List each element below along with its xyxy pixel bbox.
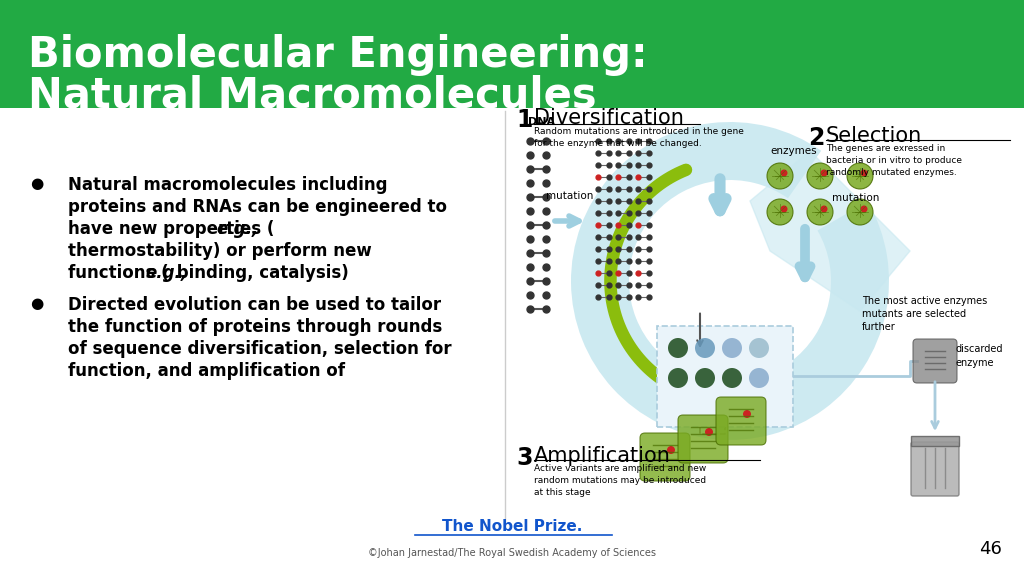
Text: The most active enzymes
mutants are selected
further: The most active enzymes mutants are sele… — [862, 296, 987, 332]
Text: ©Johan Jarnestad/The Royal Swedish Academy of Sciences: ©Johan Jarnestad/The Royal Swedish Acade… — [368, 548, 656, 558]
Circle shape — [820, 206, 827, 213]
Wedge shape — [571, 122, 889, 440]
Text: 46: 46 — [979, 540, 1002, 558]
Text: thermostability) or perform new: thermostability) or perform new — [68, 242, 372, 260]
Text: 1: 1 — [516, 108, 532, 132]
Text: ●: ● — [30, 176, 43, 191]
Text: e.g.,: e.g., — [216, 220, 258, 238]
Circle shape — [722, 338, 742, 358]
FancyBboxPatch shape — [640, 433, 690, 481]
Bar — [0, 108, 1024, 576]
Text: the function of proteins through rounds: the function of proteins through rounds — [68, 318, 442, 336]
Circle shape — [860, 169, 867, 176]
Circle shape — [695, 368, 715, 388]
Circle shape — [705, 428, 713, 436]
Text: Biomolecular Engineering:: Biomolecular Engineering: — [28, 34, 647, 76]
Text: Random mutations are introduced in the gene
for the enzyme that will be changed.: Random mutations are introduced in the g… — [534, 127, 743, 148]
Circle shape — [860, 206, 867, 213]
FancyBboxPatch shape — [911, 442, 959, 496]
FancyBboxPatch shape — [913, 339, 957, 383]
Text: mutation: mutation — [831, 193, 880, 203]
Circle shape — [767, 199, 793, 225]
Circle shape — [722, 368, 742, 388]
Text: Diversification: Diversification — [534, 108, 684, 128]
Text: DNA: DNA — [528, 117, 555, 127]
Text: The genes are exressed in
bacteria or in vitro to produce
randomly mutated enzym: The genes are exressed in bacteria or in… — [826, 144, 962, 177]
FancyBboxPatch shape — [716, 397, 766, 445]
Circle shape — [807, 199, 833, 225]
Text: have new properties (: have new properties ( — [68, 220, 274, 238]
Circle shape — [749, 368, 769, 388]
Text: function, and amplification of: function, and amplification of — [68, 362, 345, 380]
Text: discarded
enzyme: discarded enzyme — [955, 344, 1002, 367]
Text: Selection: Selection — [826, 126, 923, 146]
Text: Amplification: Amplification — [534, 446, 671, 466]
Text: e.g.,: e.g., — [145, 264, 187, 282]
Circle shape — [695, 338, 715, 358]
Text: mutation: mutation — [547, 191, 594, 201]
FancyBboxPatch shape — [911, 436, 959, 446]
Text: Natural Macromolecules: Natural Macromolecules — [28, 74, 597, 116]
Circle shape — [749, 338, 769, 358]
FancyBboxPatch shape — [678, 415, 728, 463]
Bar — [0, 0, 1024, 108]
Circle shape — [767, 163, 793, 189]
Circle shape — [743, 410, 751, 418]
Text: functions (: functions ( — [68, 264, 169, 282]
Text: Natural macromolecules including: Natural macromolecules including — [68, 176, 387, 194]
Circle shape — [847, 163, 873, 189]
Text: proteins and RNAs can be engineered to: proteins and RNAs can be engineered to — [68, 198, 447, 216]
Text: 3: 3 — [516, 446, 532, 470]
Circle shape — [847, 199, 873, 225]
Text: ●: ● — [30, 296, 43, 311]
Circle shape — [780, 206, 787, 213]
Circle shape — [807, 163, 833, 189]
Text: of sequence diversification, selection for: of sequence diversification, selection f… — [68, 340, 452, 358]
Circle shape — [668, 338, 688, 358]
Text: Active variants are amplified and new
random mutations may be introduced
at this: Active variants are amplified and new ra… — [534, 464, 707, 497]
Circle shape — [820, 169, 827, 176]
Text: binding, catalysis): binding, catalysis) — [171, 264, 349, 282]
Text: enzymes: enzymes — [770, 146, 816, 156]
Polygon shape — [750, 151, 910, 311]
Circle shape — [668, 368, 688, 388]
Text: Directed evolution can be used to tailor: Directed evolution can be used to tailor — [68, 296, 441, 314]
Circle shape — [667, 446, 675, 454]
Text: The Nobel Prize.: The Nobel Prize. — [441, 519, 583, 534]
Text: 2: 2 — [808, 126, 824, 150]
Circle shape — [780, 169, 787, 176]
FancyBboxPatch shape — [657, 325, 793, 426]
